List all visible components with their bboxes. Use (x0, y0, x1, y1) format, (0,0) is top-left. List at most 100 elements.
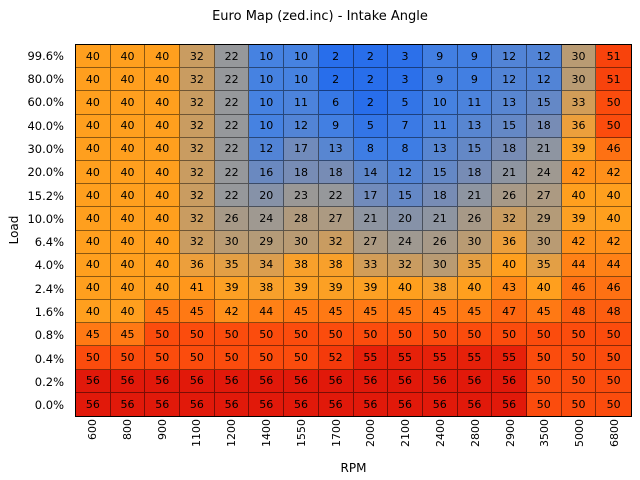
heatmap-cell: 24 (388, 230, 423, 254)
heatmap-cell: 30 (422, 253, 458, 277)
heatmap-cell: 3 (388, 68, 423, 92)
heatmap-cell: 40 (145, 91, 181, 115)
heatmap-cell: 39 (214, 276, 250, 301)
heatmap-cell: 24 (249, 207, 285, 231)
heatmap-cell: 44 (596, 253, 631, 277)
heatmap-cell: 56 (457, 369, 493, 393)
heatmap-cell: 18 (492, 137, 527, 161)
heatmap-cell: 46 (561, 276, 597, 301)
heatmap-cell: 10 (249, 45, 285, 69)
heatmap-cell: 56 (492, 392, 527, 416)
heatmap-cell: 50 (526, 392, 562, 416)
y-axis-tick-labels: 99.6% 80.0% 60.0% 40.0% 30.0% 20.0% 15.2% 10.0%… (0, 44, 71, 417)
heatmap-cell: 32 (180, 114, 215, 138)
x-tick-label: 3500 (538, 419, 552, 447)
heatmap-cell: 56 (214, 369, 250, 393)
heatmap-cell: 40 (110, 300, 146, 324)
heatmap-cell: 30 (561, 45, 597, 69)
heatmap-cell: 50 (110, 346, 146, 370)
heatmap-cell: 51 (596, 45, 631, 69)
x-tick-label: 1200 (225, 419, 239, 447)
heatmap-cell: 43 (492, 276, 527, 301)
heatmap-cell: 56 (318, 369, 354, 393)
heatmap-cell: 36 (492, 230, 527, 254)
heatmap-cell: 30 (214, 230, 250, 254)
y-tick-label: 1.6% (34, 305, 64, 320)
heatmap-cell: 32 (180, 184, 215, 208)
heatmap-cell: 12 (526, 68, 562, 92)
heatmap-cell: 15 (526, 91, 562, 115)
heatmap-cell: 40 (145, 160, 181, 185)
heatmap-cell: 50 (526, 346, 562, 370)
heatmap-cell: 50 (561, 323, 597, 347)
heatmap-cell: 2 (353, 45, 389, 69)
heatmap-cell: 51 (596, 68, 631, 92)
heatmap-cell: 56 (145, 369, 181, 393)
y-tick-label: 4.0% (34, 258, 64, 273)
heatmap-cell: 18 (284, 160, 319, 185)
heatmap-cell: 50 (180, 323, 215, 347)
heatmap-cell: 10 (249, 91, 285, 115)
heatmap-cell: 56 (76, 369, 111, 393)
heatmap-cell: 50 (284, 346, 319, 370)
y-tick-label: 40.0% (27, 118, 64, 133)
heatmap-cell: 50 (318, 323, 354, 347)
heatmap-cell: 45 (422, 300, 458, 324)
heatmap-cell: 46 (596, 137, 631, 161)
heatmap-cell: 12 (492, 45, 527, 69)
heatmap-cell: 40 (76, 137, 111, 161)
heatmap-cell: 16 (249, 160, 285, 185)
heatmap-cell: 45 (457, 300, 493, 324)
y-tick-label: 2.4% (34, 281, 64, 296)
heatmap-cell: 36 (180, 253, 215, 277)
heatmap-cell: 45 (76, 323, 111, 347)
heatmap-cell: 40 (145, 253, 181, 277)
heatmap-cell: 2 (353, 68, 389, 92)
heatmap-cell: 55 (492, 346, 527, 370)
heatmap-cell: 40 (145, 114, 181, 138)
heatmap-cell: 30 (561, 68, 597, 92)
heatmap-cell: 32 (180, 68, 215, 92)
heatmap-cell: 27 (353, 230, 389, 254)
heatmap-cell: 9 (457, 68, 493, 92)
heatmap-cell: 50 (561, 369, 597, 393)
heatmap-cell: 23 (284, 184, 319, 208)
heatmap-cell: 38 (318, 253, 354, 277)
y-tick-label: 0.2% (34, 375, 64, 390)
heatmap-cell: 12 (526, 45, 562, 69)
heatmap-cell: 50 (596, 346, 631, 370)
heatmap-cell: 45 (180, 300, 215, 324)
heatmap-cell: 32 (180, 91, 215, 115)
heatmap-cell: 10 (249, 114, 285, 138)
heatmap-cell: 42 (596, 160, 631, 185)
heatmap-cell: 40 (526, 276, 562, 301)
heatmap-cell: 10 (284, 68, 319, 92)
heatmap-cell: 50 (249, 323, 285, 347)
heatmap-cell: 40 (76, 276, 111, 301)
heatmap-cell: 32 (180, 45, 215, 69)
heatmap-cell: 35 (214, 253, 250, 277)
x-tick-label: 1100 (190, 419, 204, 447)
heatmap-cell: 35 (457, 253, 493, 277)
heatmap-cell: 39 (284, 276, 319, 301)
heatmap-cell: 18 (457, 160, 493, 185)
heatmap-cell: 56 (353, 369, 389, 393)
heatmap-cell: 39 (561, 137, 597, 161)
heatmap-cell: 40 (110, 207, 146, 231)
heatmap-cell: 45 (284, 300, 319, 324)
heatmap-cell: 50 (284, 323, 319, 347)
heatmap-cell: 33 (353, 253, 389, 277)
heatmap-cell: 50 (353, 323, 389, 347)
heatmap-cell: 5 (353, 114, 389, 138)
heatmap-cell: 15 (457, 137, 493, 161)
heatmap-cell: 50 (145, 323, 181, 347)
heatmap-cell: 46 (596, 276, 631, 301)
heatmap-cell: 2 (353, 91, 389, 115)
x-tick-label: 6800 (608, 419, 622, 447)
heatmap-cell: 40 (110, 68, 146, 92)
heatmap-cell: 30 (457, 230, 493, 254)
heatmap-cell: 40 (76, 230, 111, 254)
heatmap-cell: 52 (318, 346, 354, 370)
heatmap-cell: 50 (145, 346, 181, 370)
heatmap-cell: 21 (457, 184, 493, 208)
